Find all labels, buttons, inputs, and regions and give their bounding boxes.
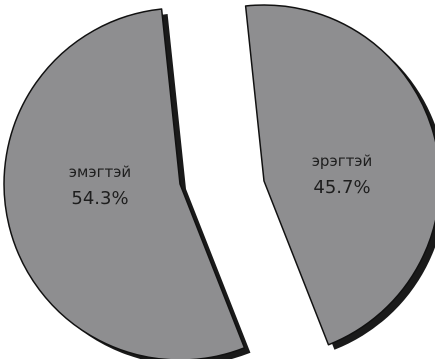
slice-emegtei-value-label: 54.3%	[71, 188, 128, 209]
slice-eregtei-label: эрэгтэй	[312, 152, 373, 170]
slice-emegtei	[4, 8, 245, 359]
slice-layer	[3, 4, 435, 359]
label-layer: эмэгтэй 54.3% эрэгтэй 45.7%	[69, 152, 372, 209]
slice-eregtei-value-label: 45.7%	[313, 177, 370, 198]
slice-eregtei	[245, 5, 435, 345]
slice-emegtei-label: эмэгтэй	[69, 163, 131, 181]
